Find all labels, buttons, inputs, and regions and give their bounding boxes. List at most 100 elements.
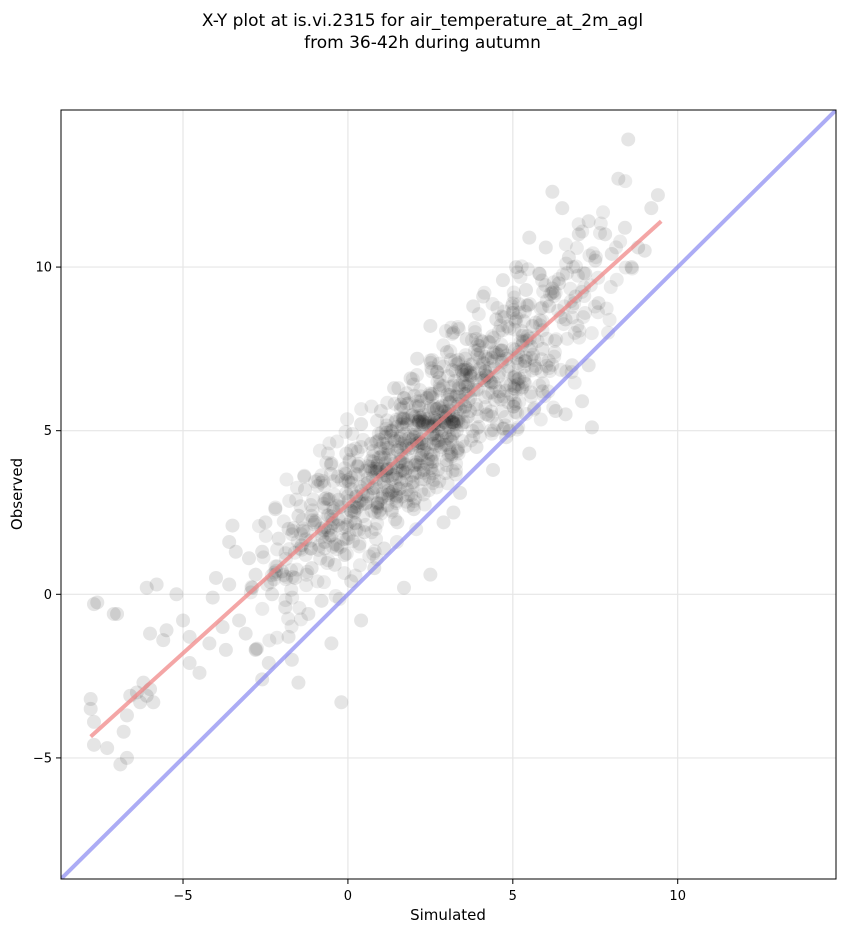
data-point — [450, 443, 465, 458]
data-point — [512, 394, 527, 409]
data-point — [371, 505, 386, 520]
data-point — [456, 362, 471, 377]
data-point — [542, 364, 557, 379]
data-point — [313, 551, 328, 566]
data-point — [416, 462, 431, 477]
data-point — [536, 284, 551, 299]
data-point — [397, 433, 412, 448]
data-point — [394, 475, 409, 490]
data-point — [412, 398, 427, 413]
data-point — [468, 332, 483, 347]
data-point — [578, 305, 593, 320]
data-point — [396, 391, 411, 406]
data-point — [380, 436, 395, 451]
data-point — [241, 551, 256, 566]
data-point — [337, 548, 352, 563]
data-point — [401, 488, 416, 503]
data-point — [459, 332, 474, 347]
data-point — [430, 374, 445, 389]
data-point — [295, 521, 310, 536]
data-point — [423, 460, 438, 475]
data-point — [481, 408, 496, 423]
data-point — [463, 368, 478, 383]
data-point — [438, 425, 453, 440]
data-point — [396, 420, 411, 435]
data-point — [317, 534, 332, 549]
data-point — [415, 414, 430, 429]
data-point — [328, 537, 343, 552]
data-point — [422, 470, 437, 485]
data-point — [430, 365, 445, 380]
data-point — [469, 440, 484, 455]
data-point — [381, 491, 396, 506]
data-point — [285, 527, 300, 542]
data-point — [445, 326, 460, 341]
data-point — [337, 566, 352, 581]
data-point — [599, 301, 614, 316]
data-point — [317, 500, 332, 515]
data-point — [424, 387, 439, 402]
data-point — [278, 572, 293, 587]
data-point — [329, 434, 344, 449]
data-point — [405, 468, 420, 483]
data-point — [604, 246, 619, 261]
data-point — [527, 358, 542, 373]
data-point — [399, 440, 414, 455]
data-point — [368, 522, 383, 537]
data-point — [215, 620, 230, 635]
data-point — [391, 381, 406, 396]
data-point — [344, 443, 359, 458]
data-point — [451, 355, 466, 370]
data-point — [399, 494, 414, 509]
data-point — [559, 266, 574, 281]
data-point — [577, 280, 592, 295]
data-point — [279, 569, 294, 584]
data-point — [460, 362, 475, 377]
data-point — [458, 379, 473, 394]
data-point — [386, 483, 401, 498]
data-point — [428, 438, 443, 453]
data-point — [501, 364, 516, 379]
data-point — [308, 513, 323, 528]
data-point — [637, 243, 652, 258]
data-point — [328, 589, 343, 604]
data-point — [558, 312, 573, 327]
data-point — [528, 315, 543, 330]
data-point — [356, 487, 371, 502]
data-point — [315, 473, 330, 488]
data-point — [517, 368, 532, 383]
data-point — [334, 695, 349, 710]
data-point — [439, 453, 454, 468]
data-point — [387, 396, 402, 411]
data-point — [232, 613, 247, 628]
data-point — [493, 318, 508, 333]
data-point — [420, 445, 435, 460]
y-tick-label: 5 — [44, 424, 52, 439]
data-point — [508, 396, 523, 411]
data-point — [293, 612, 308, 627]
data-point — [524, 350, 539, 365]
data-point — [395, 436, 410, 451]
data-point — [472, 338, 487, 353]
data-point — [330, 538, 345, 553]
data-point — [381, 440, 396, 455]
data-point — [519, 350, 534, 365]
data-point — [146, 695, 161, 710]
data-point — [410, 394, 425, 409]
data-point — [425, 476, 440, 491]
data-point — [512, 381, 527, 396]
data-point — [294, 542, 309, 557]
data-point — [404, 475, 419, 490]
data-point — [438, 324, 453, 339]
data-point — [345, 534, 360, 549]
data-point — [456, 415, 471, 430]
data-point — [489, 416, 504, 431]
data-point — [421, 452, 436, 467]
data-point — [555, 201, 570, 216]
data-point — [358, 463, 373, 478]
data-point — [139, 688, 154, 703]
data-point — [603, 280, 618, 295]
data-point — [392, 481, 407, 496]
data-point — [519, 282, 533, 297]
data-point — [377, 450, 392, 465]
